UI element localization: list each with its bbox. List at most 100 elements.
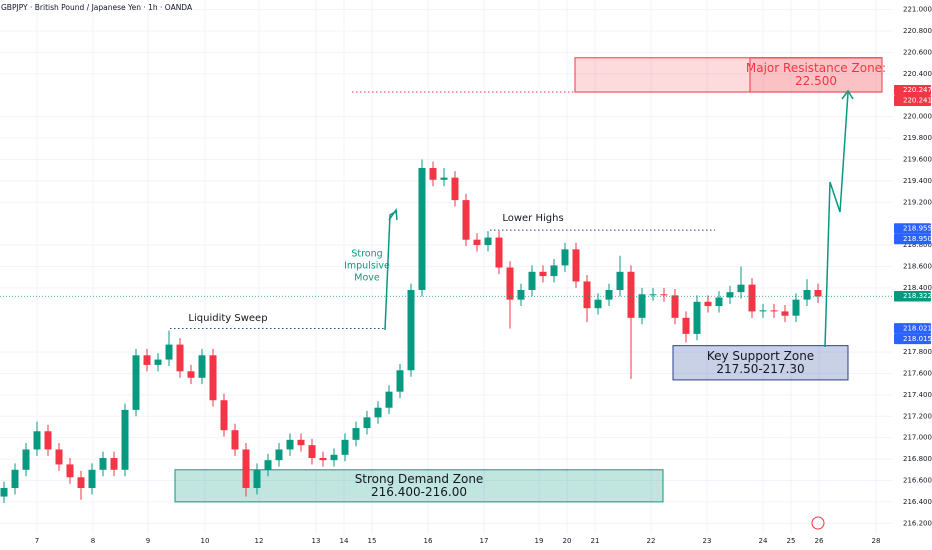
y-tick-label: 219.400 [903,177,932,185]
candle-body [0,487,8,497]
y-tick-label: 216.800 [903,455,932,463]
y-tick-label: 217.800 [903,348,932,356]
candle-body [319,458,327,461]
price-badge-label: 220.241 [903,97,932,105]
candle-body [627,271,635,318]
candle-body [682,317,690,334]
y-tick-label: 217.400 [903,391,932,399]
candle-body [605,290,613,300]
candle-body [33,431,41,450]
candle-body [407,290,415,371]
annotation: Move [354,273,380,284]
candle-body [484,237,492,246]
chart-title: GBPJPY · British Pound / Japanese Yen · … [1,3,193,12]
candle-body [99,458,107,470]
x-tick-label: 20 [563,537,572,545]
candle-body [11,469,19,488]
candle-body [55,449,63,465]
x-tick-label: 19 [535,537,544,545]
y-tick-label: 218.800 [903,241,932,249]
candle-body [231,430,239,450]
x-tick-label: 12 [255,537,264,545]
candle-body [341,439,349,455]
candle-body [44,431,52,450]
candle-body [396,370,404,392]
candle-body [385,391,393,408]
candle-body [165,344,173,360]
candle-body [286,439,294,450]
candle-body [198,355,206,378]
y-tick-label: 216.600 [903,476,932,484]
candle-body [275,449,283,461]
x-tick-label: 17 [480,537,489,545]
y-tick-label: 216.200 [903,519,932,527]
candle-body [451,177,459,201]
x-tick-label: 26 [815,537,824,545]
candle-body [506,267,514,300]
y-tick-label: 218.400 [903,284,932,292]
candle-body [594,299,602,309]
candle-body [583,281,591,309]
candle-body [462,200,470,240]
price-badge [894,290,931,302]
candle-body [473,239,481,246]
candle-body [660,294,668,296]
annotation: Strong [351,249,382,260]
x-tick-label: 7 [35,537,39,545]
price-axis-bg [893,0,932,550]
zone-label: 217.50-217.30 [716,362,804,376]
y-tick-label: 221.000 [903,6,932,14]
x-tick-label: 15 [368,537,377,545]
x-tick-label: 24 [759,537,768,545]
candle-body [528,271,536,291]
candle-body [572,249,580,282]
projection-path [824,92,849,348]
candle-body [759,310,767,312]
price-badge [894,323,931,334]
y-tick-label: 217.000 [903,434,932,442]
x-tick-label: 10 [201,537,210,545]
price-badge-label: 218.950 [903,235,932,243]
y-tick-label: 220.400 [903,70,932,78]
event-icon[interactable] [811,516,825,530]
x-tick-label: 8 [91,537,95,545]
zone-label: Major Resistance Zone: [746,61,886,75]
zone [574,57,883,93]
candle-body [374,407,382,418]
impulse-arrowhead [388,207,398,221]
y-tick-label: 217.200 [903,412,932,420]
price-badge-label: 220.247 [903,86,932,94]
candle-body [110,458,118,470]
candle-body [649,294,657,296]
zone-label: 22.500 [795,74,837,88]
candle-body [297,439,305,446]
candle-body [429,168,437,180]
price-badge [894,84,931,96]
candle-body [781,311,789,316]
y-tick-label: 220.600 [903,48,932,56]
y-tick-label: 220.000 [903,113,932,121]
candle-body [132,355,140,410]
candle-body [495,237,503,268]
candle-body [539,271,547,277]
candle-body [737,284,745,293]
candle-body [187,371,195,378]
price-badge-label: 218.021 [903,324,932,332]
candle-body [66,464,74,478]
x-tick-label: 23 [703,537,712,545]
projection-arrowhead [841,89,854,100]
candle-body [176,344,184,372]
annotation: Liquidity Sweep [188,313,267,324]
candle-body [638,294,646,318]
candle-body [242,449,250,488]
candle-body [704,301,712,307]
candle-body [264,460,272,470]
candle-body [561,249,569,266]
price-badge [894,95,931,106]
candle-body [121,409,129,470]
x-tick-label: 14 [340,537,349,545]
x-tick-label: 13 [312,537,321,545]
y-tick-label: 217.600 [903,369,932,377]
annotation: Impulsive [344,261,390,272]
candle-body [715,297,723,307]
